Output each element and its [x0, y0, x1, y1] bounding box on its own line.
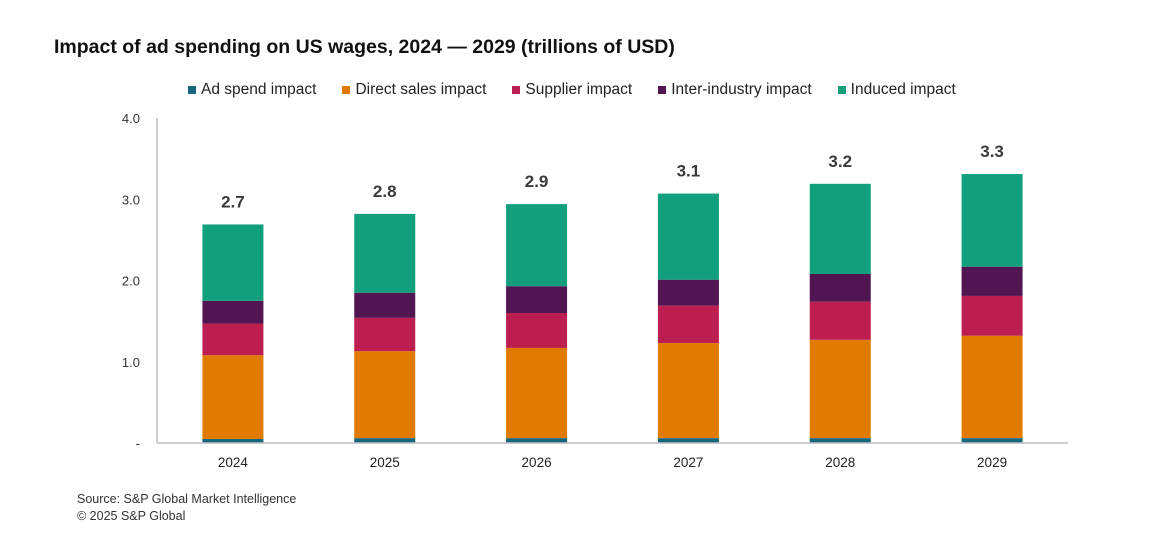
chart-footer: Source: S&P Global Market Intelligence ©… [77, 491, 296, 525]
y-tick-label: - [136, 436, 140, 451]
bar-total-label: 2.7 [221, 192, 245, 211]
bar-segment-induced-impact [202, 224, 264, 301]
bar-total-label: 2.8 [373, 182, 397, 201]
legend-label: Inter-industry impact [671, 81, 812, 98]
legend-swatch-direct-sales [342, 86, 351, 94]
chart-title: Impact of ad spending on US wages, 2024 … [54, 36, 675, 58]
bar-segment-supplier-impact [354, 317, 416, 352]
bar-segment-inter-industry-impact [961, 266, 1023, 296]
bar-segment-direct-sales-impact [809, 339, 871, 439]
bar-segment-supplier-impact [506, 313, 568, 348]
bar-segment-ad-spend-impact [657, 438, 719, 443]
legend-label: Direct sales impact [355, 81, 487, 98]
legend-item-induced: Induced impact [837, 81, 956, 99]
legend-item-inter-industry: Inter-industry impact [658, 81, 812, 99]
bar-segment-supplier-impact [657, 305, 719, 344]
legend-item-direct-sales: Direct sales impact [342, 81, 486, 99]
bar-segment-inter-industry-impact [506, 286, 568, 313]
bar-segment-direct-sales-impact [202, 355, 264, 439]
legend-label: Ad spend impact [201, 81, 317, 98]
x-tick-label: 2027 [673, 455, 703, 470]
bar-segment-direct-sales-impact [961, 335, 1023, 439]
bar-segment-direct-sales-impact [657, 343, 719, 439]
x-tick-label: 2028 [825, 455, 855, 470]
bar-segment-ad-spend-impact [354, 438, 416, 443]
x-tick-label: 2029 [977, 455, 1007, 470]
bar-segment-ad-spend-impact [202, 438, 264, 443]
y-tick-label: 2.0 [122, 274, 140, 289]
bar-total-label: 3.3 [980, 142, 1004, 161]
legend-item-supplier: Supplier impact [512, 81, 632, 99]
x-tick-label: 2024 [218, 455, 249, 470]
legend-item-ad-spend: Ad spend impact [188, 81, 316, 99]
x-tick-label: 2026 [522, 455, 552, 470]
x-tick-label: 2025 [370, 455, 400, 470]
bar-segment-induced-impact [354, 213, 416, 293]
bar-total-label: 3.1 [677, 162, 701, 181]
bar-segment-inter-industry-impact [809, 274, 871, 302]
legend-label: Induced impact [850, 81, 956, 98]
y-tick-label: 4.0 [122, 111, 140, 126]
bar-segment-direct-sales-impact [506, 347, 568, 439]
source-note: Source: S&P Global Market Intelligence [77, 492, 297, 506]
bar-total-label: 3.2 [828, 152, 852, 171]
bar-segment-direct-sales-impact [354, 351, 416, 439]
bar-total-label: 2.9 [525, 172, 549, 191]
chart-legend: Ad spend impact Direct sales impact Supp… [188, 81, 982, 99]
y-tick-label: 1.0 [122, 355, 140, 370]
legend-swatch-inter-industry [658, 86, 667, 94]
bar-segment-induced-impact [809, 183, 871, 274]
bar-segment-supplier-impact [809, 301, 871, 340]
legend-label: Supplier impact [525, 81, 633, 98]
bar-segment-inter-industry-impact [202, 300, 264, 324]
bar-segment-inter-industry-impact [657, 279, 719, 306]
bar-segment-induced-impact [961, 174, 1023, 267]
bar-segment-supplier-impact [961, 295, 1023, 336]
bar-segment-induced-impact [506, 204, 568, 287]
bar-segment-ad-spend-impact [506, 438, 568, 443]
bar-segment-ad-spend-impact [961, 438, 1023, 443]
bar-segment-inter-industry-impact [354, 292, 416, 318]
bar-segment-ad-spend-impact [809, 438, 871, 443]
bar-segment-induced-impact [657, 193, 719, 280]
bar-segment-supplier-impact [202, 323, 264, 356]
y-tick-label: 3.0 [122, 192, 140, 207]
legend-swatch-ad-spend [188, 86, 196, 94]
legend-swatch-induced [837, 86, 846, 94]
copyright-note: © 2025 S&P Global [77, 509, 186, 523]
legend-swatch-supplier [512, 86, 521, 94]
